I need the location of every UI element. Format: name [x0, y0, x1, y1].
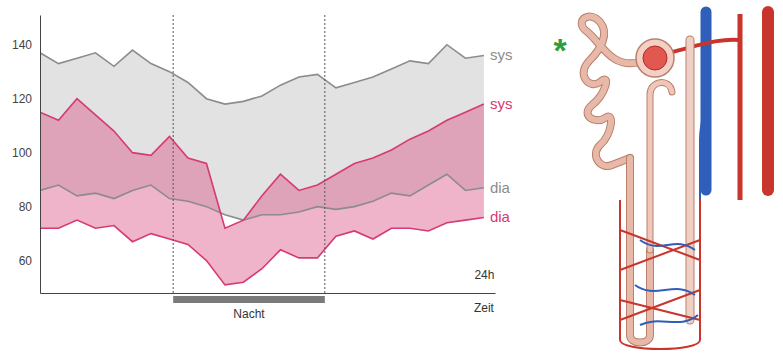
night-boundary [324, 15, 325, 293]
series-line [40, 174, 484, 220]
x-tick: 24h [474, 268, 494, 293]
series-label: sys [490, 46, 513, 63]
distal-tubule-edge [650, 83, 672, 250]
y-tick: 80 [19, 200, 40, 214]
y-tick-label: 80 [19, 200, 33, 214]
proximal-tubule [582, 17, 640, 166]
arteriole-vertical [738, 14, 743, 200]
artery [762, 12, 774, 190]
y-tick: 140 [12, 38, 40, 52]
collecting-duct [687, 40, 694, 320]
series-line [40, 217, 484, 284]
plot-marks [40, 45, 484, 285]
series-line [40, 45, 484, 104]
x-axis-line [41, 293, 496, 294]
x-tick-label: 24h [474, 268, 494, 282]
x-axis-title: Zeit [474, 301, 495, 315]
y-tick-label: 100 [12, 146, 32, 160]
y-tick-label: 60 [19, 254, 33, 268]
collecting-duct-edge [686, 40, 695, 320]
distal-tubule [650, 83, 672, 250]
proximal-tubule-edge [582, 17, 640, 166]
night-label: Nacht [233, 307, 265, 321]
y-tick-label: 120 [12, 92, 32, 106]
y-tick: 120 [12, 92, 40, 106]
night-bar [173, 296, 325, 303]
bowman-capsule [636, 39, 674, 77]
chart: Nacht 60 80 100 120 140 24h Zeit sys dia sys dia * [0, 0, 783, 355]
band-fill [40, 99, 484, 285]
y-axis: 60 80 100 120 140 [12, 16, 41, 294]
series-label: sys [490, 95, 513, 112]
peritubular-capillaries-blue [635, 100, 706, 325]
night-boundary [173, 15, 174, 293]
afferent-arteriole [672, 40, 740, 52]
y-tick: 60 [19, 254, 40, 268]
nephron-illustration [582, 12, 768, 349]
x-axis: 24h [41, 268, 496, 294]
series-label: dia [490, 179, 511, 196]
asterisk: * [553, 31, 567, 69]
peritubular-capillaries-red [620, 200, 700, 349]
y-tick-label: 140 [12, 38, 32, 52]
y-tick: 100 [12, 146, 40, 160]
glomerulus [643, 46, 667, 70]
y-axis-line [40, 16, 41, 294]
series-line [40, 99, 484, 229]
series-label: dia [490, 208, 511, 225]
